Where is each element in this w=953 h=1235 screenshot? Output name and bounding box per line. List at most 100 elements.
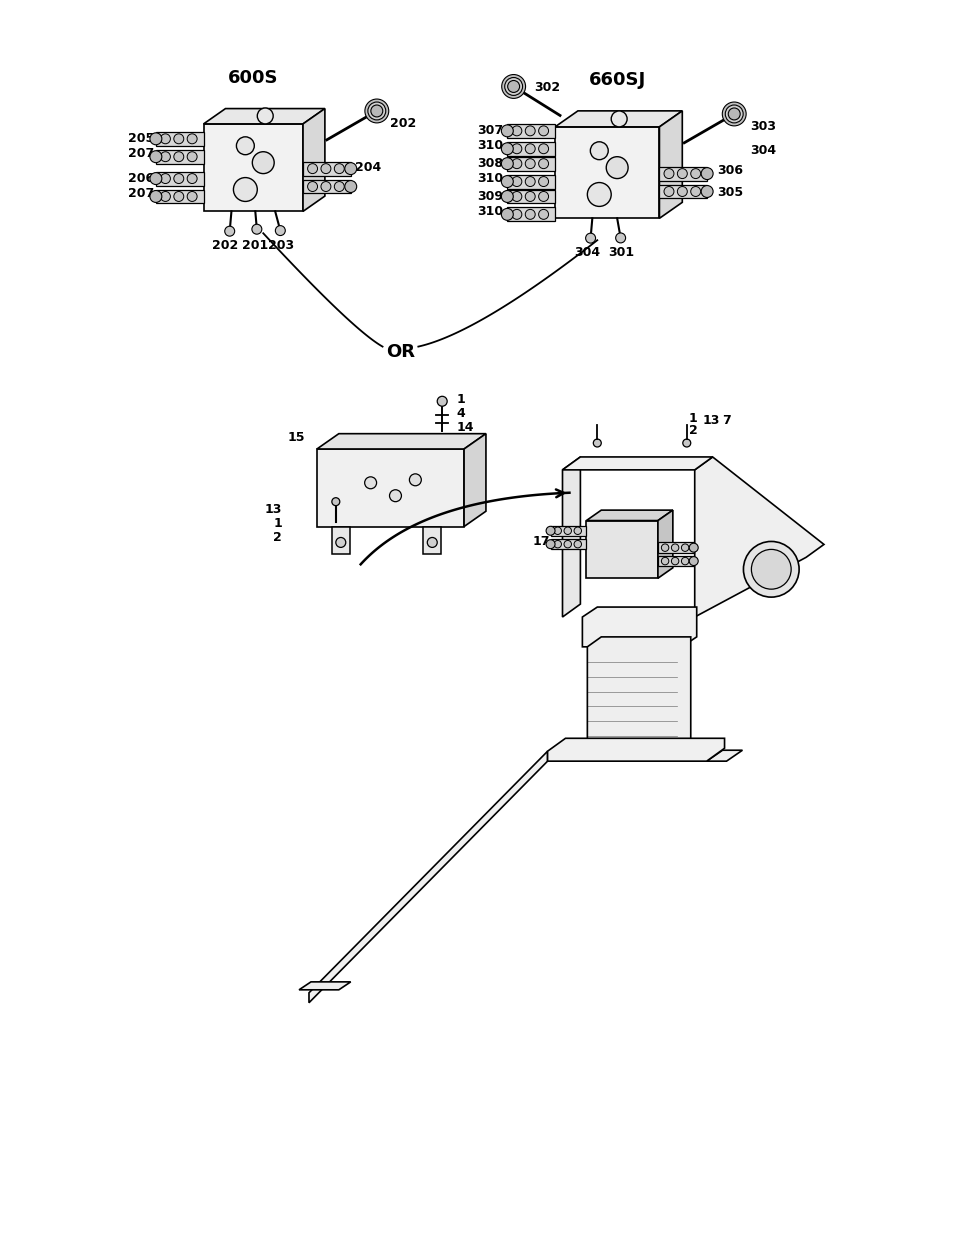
Circle shape xyxy=(538,126,548,136)
Polygon shape xyxy=(316,433,485,450)
Polygon shape xyxy=(203,124,303,211)
Circle shape xyxy=(173,191,184,201)
Circle shape xyxy=(368,103,385,120)
Circle shape xyxy=(663,186,673,196)
Circle shape xyxy=(257,107,273,124)
Circle shape xyxy=(585,233,595,243)
Circle shape xyxy=(501,143,513,154)
Polygon shape xyxy=(303,162,351,175)
Text: 2: 2 xyxy=(274,531,282,543)
Circle shape xyxy=(364,99,388,124)
Circle shape xyxy=(512,158,521,169)
Circle shape xyxy=(275,226,285,236)
Circle shape xyxy=(615,233,625,243)
Circle shape xyxy=(545,540,555,548)
Circle shape xyxy=(173,152,184,162)
Circle shape xyxy=(320,182,331,191)
Circle shape xyxy=(252,225,261,235)
Circle shape xyxy=(671,543,679,551)
Circle shape xyxy=(504,78,522,95)
Polygon shape xyxy=(659,184,706,199)
Circle shape xyxy=(545,526,555,535)
Circle shape xyxy=(436,396,447,406)
Circle shape xyxy=(187,174,197,184)
Polygon shape xyxy=(155,149,203,164)
Text: 206
207: 206 207 xyxy=(128,172,153,200)
Polygon shape xyxy=(303,109,325,211)
Circle shape xyxy=(525,191,535,201)
Polygon shape xyxy=(586,510,672,521)
Circle shape xyxy=(364,477,376,489)
Circle shape xyxy=(307,182,317,191)
Circle shape xyxy=(525,210,535,220)
Polygon shape xyxy=(463,433,485,526)
Circle shape xyxy=(538,143,548,153)
Circle shape xyxy=(688,557,698,566)
Text: 308
310: 308 310 xyxy=(476,157,503,184)
Circle shape xyxy=(660,543,668,551)
Polygon shape xyxy=(155,172,203,185)
Text: 202: 202 xyxy=(389,117,416,131)
Text: 201: 201 xyxy=(242,240,268,252)
Polygon shape xyxy=(581,608,696,647)
Circle shape xyxy=(409,474,421,485)
Circle shape xyxy=(173,174,184,184)
Circle shape xyxy=(501,175,513,188)
Polygon shape xyxy=(555,127,659,219)
Circle shape xyxy=(554,527,561,535)
Circle shape xyxy=(501,74,525,99)
Polygon shape xyxy=(316,450,463,526)
Polygon shape xyxy=(298,982,351,989)
Circle shape xyxy=(525,143,535,153)
Circle shape xyxy=(690,186,700,196)
Circle shape xyxy=(563,527,571,535)
Text: 204: 204 xyxy=(355,161,380,174)
Circle shape xyxy=(700,185,713,198)
Circle shape xyxy=(554,541,561,548)
Circle shape xyxy=(538,177,548,186)
Circle shape xyxy=(150,133,162,144)
Circle shape xyxy=(332,498,339,505)
Text: 2: 2 xyxy=(688,424,697,437)
Circle shape xyxy=(335,537,345,547)
Polygon shape xyxy=(658,542,693,553)
Circle shape xyxy=(187,191,197,201)
Polygon shape xyxy=(659,167,706,180)
Text: 1: 1 xyxy=(688,411,697,425)
Circle shape xyxy=(724,105,742,124)
Circle shape xyxy=(751,550,790,589)
Text: 600S: 600S xyxy=(228,69,278,86)
Circle shape xyxy=(525,126,535,136)
Polygon shape xyxy=(586,521,658,578)
Circle shape xyxy=(320,164,331,174)
Polygon shape xyxy=(706,750,741,761)
Circle shape xyxy=(501,158,513,169)
Polygon shape xyxy=(423,526,440,555)
Circle shape xyxy=(501,190,513,203)
Text: 660SJ: 660SJ xyxy=(588,70,645,89)
Text: 14: 14 xyxy=(456,421,473,433)
Circle shape xyxy=(690,169,700,179)
Polygon shape xyxy=(587,637,690,756)
Polygon shape xyxy=(694,457,823,618)
Text: 7: 7 xyxy=(721,414,731,426)
Circle shape xyxy=(525,177,535,186)
Circle shape xyxy=(160,174,171,184)
Circle shape xyxy=(334,164,344,174)
Text: 202: 202 xyxy=(213,240,238,252)
Polygon shape xyxy=(550,538,586,550)
Text: 306: 306 xyxy=(717,164,742,177)
Polygon shape xyxy=(203,109,325,124)
Text: 307
310: 307 310 xyxy=(476,124,503,152)
Circle shape xyxy=(512,191,521,201)
Circle shape xyxy=(742,541,799,597)
Circle shape xyxy=(334,182,344,191)
Circle shape xyxy=(512,126,521,136)
Polygon shape xyxy=(507,142,555,156)
Text: 1: 1 xyxy=(274,517,282,530)
Circle shape xyxy=(587,183,611,206)
Circle shape xyxy=(427,537,436,547)
Circle shape xyxy=(574,541,581,548)
Circle shape xyxy=(660,557,668,564)
Circle shape xyxy=(525,158,535,169)
